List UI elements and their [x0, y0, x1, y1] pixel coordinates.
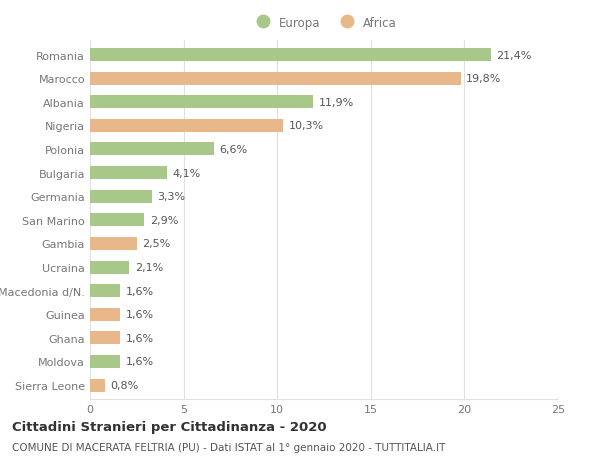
Bar [90, 237, 137, 250]
Text: 19,8%: 19,8% [466, 74, 502, 84]
Text: 1,6%: 1,6% [125, 309, 154, 319]
Bar [90, 73, 461, 85]
Text: 11,9%: 11,9% [319, 98, 353, 107]
Text: 0,8%: 0,8% [110, 380, 139, 390]
Bar [90, 261, 130, 274]
Bar [90, 214, 144, 227]
Text: 2,1%: 2,1% [135, 263, 163, 273]
Text: 1,6%: 1,6% [125, 357, 154, 367]
Text: 4,1%: 4,1% [172, 168, 200, 178]
Bar [90, 190, 152, 203]
Legend: Europa, Africa: Europa, Africa [248, 14, 400, 32]
Text: 21,4%: 21,4% [496, 50, 532, 61]
Text: 2,9%: 2,9% [150, 215, 178, 225]
Text: COMUNE DI MACERATA FELTRIA (PU) - Dati ISTAT al 1° gennaio 2020 - TUTTITALIA.IT: COMUNE DI MACERATA FELTRIA (PU) - Dati I… [12, 442, 445, 452]
Bar [90, 96, 313, 109]
Text: Cittadini Stranieri per Cittadinanza - 2020: Cittadini Stranieri per Cittadinanza - 2… [12, 420, 326, 433]
Text: 6,6%: 6,6% [219, 145, 247, 155]
Bar [90, 355, 120, 368]
Text: 3,3%: 3,3% [157, 192, 185, 202]
Bar [90, 285, 120, 297]
Bar [90, 120, 283, 133]
Bar [90, 308, 120, 321]
Text: 1,6%: 1,6% [125, 286, 154, 296]
Text: 1,6%: 1,6% [125, 333, 154, 343]
Bar [90, 379, 105, 392]
Bar [90, 143, 214, 156]
Bar [90, 331, 120, 345]
Bar [90, 167, 167, 179]
Bar [90, 49, 491, 62]
Text: 10,3%: 10,3% [289, 121, 323, 131]
Text: 2,5%: 2,5% [142, 239, 170, 249]
